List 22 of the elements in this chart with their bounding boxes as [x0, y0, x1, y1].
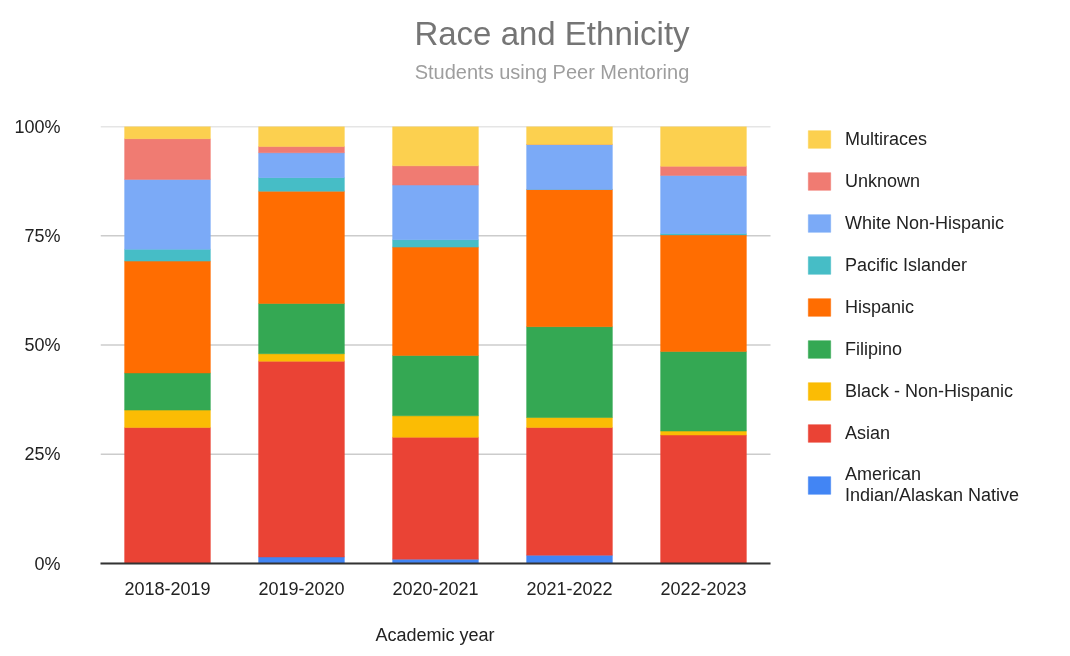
legend-label: Unknown: [845, 170, 921, 192]
legend-label: Hispanic: [845, 296, 915, 318]
legend-label: Multiraces: [845, 128, 928, 150]
y-tick-label: 75%: [24, 225, 61, 246]
legend-label: Asian: [845, 422, 891, 444]
x-tick-label: 2019-2020: [258, 578, 345, 599]
y-tick-label: 50%: [24, 335, 61, 355]
x-tick-label: 2022-2023: [660, 578, 747, 599]
x-axis-title: Academic year: [375, 624, 495, 647]
chart-title: Race and Ethnicity: [414, 14, 690, 54]
x-tick-label: 2018-2019: [124, 578, 211, 599]
legend-label: Filipino: [845, 338, 903, 360]
chart-subtitle: Students using Peer Mentoring: [414, 60, 690, 85]
legend-label: White Non-Hispanic: [845, 212, 1005, 234]
x-tick-label: 2020-2021: [392, 578, 479, 599]
legend-label: Black - Non-Hispanic: [845, 380, 1014, 402]
y-tick-label: 100%: [14, 116, 61, 137]
y-tick-label: 0%: [34, 553, 61, 574]
legend-label: Pacific Islander: [845, 254, 968, 276]
legend-label: American Indian/Alaskan Native: [845, 464, 1020, 506]
y-tick-label: 25%: [24, 444, 61, 465]
x-tick-label: 2021-2022: [526, 578, 613, 599]
